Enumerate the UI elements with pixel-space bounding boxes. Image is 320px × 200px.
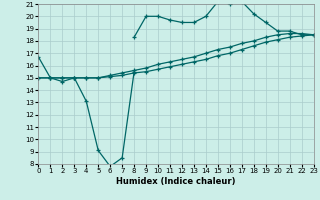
X-axis label: Humidex (Indice chaleur): Humidex (Indice chaleur) [116,177,236,186]
